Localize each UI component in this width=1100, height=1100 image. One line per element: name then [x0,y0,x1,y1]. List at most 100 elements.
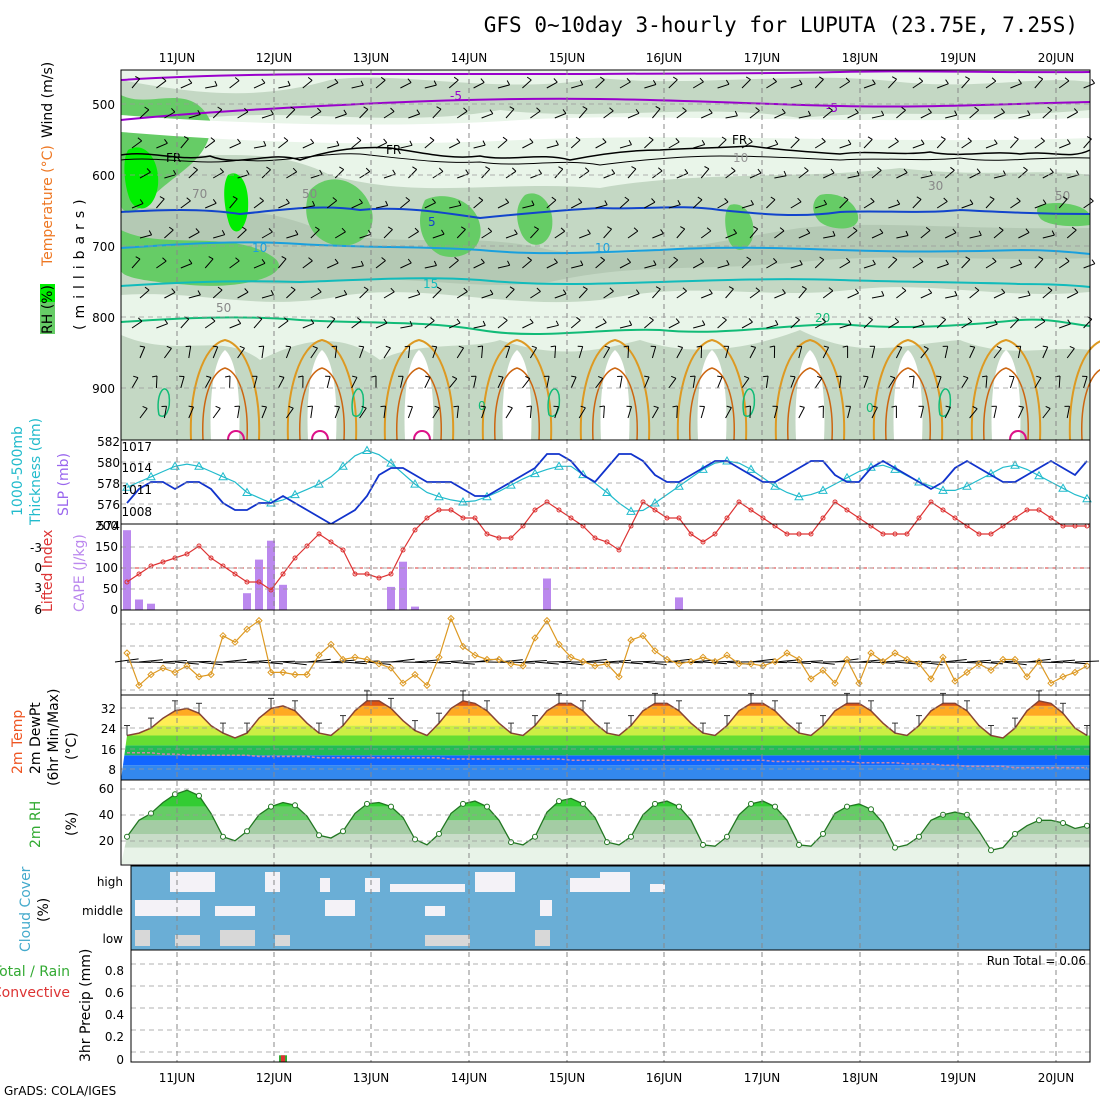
sfc-barb-2 [138,659,163,663]
li-marker-17 [328,539,334,545]
sfc-barb-74 [1002,661,1027,666]
barb-10-27 [790,376,796,389]
barb-feather-6-29 [846,257,851,263]
barb-feather-11-18 [580,405,586,409]
rh-marker-8 [220,833,226,840]
barb-3-25 [749,172,762,179]
barb-11-33 [944,406,951,419]
barb-3-14 [481,168,491,179]
barb-feather-2-32 [920,139,925,145]
barb-9-9 [359,346,365,359]
barb-feather-10-1 [152,375,158,378]
li-marker-47 [688,531,694,537]
barb-feather-4-12 [432,198,436,204]
barb-feather-8-1 [164,319,169,324]
cloud-mid-0 [135,900,200,916]
barb-feather-10-26 [763,375,769,378]
barb-feather-4-32 [916,196,922,200]
upper-air-panel: -5 -5 FR FR FR 5 10 10 15 20 70 50 50 10… [120,70,1100,441]
barb-6-28 [814,259,825,269]
barb-3-13 [457,173,469,179]
barb-feather-4-22 [677,200,681,205]
barb-7-17 [554,293,567,299]
barb-7-22 [676,290,687,299]
wind-marker-75 [1023,672,1031,681]
barb-6-17 [546,262,558,269]
barb-feather-5-36 [1025,228,1030,233]
barb-1-4 [237,111,249,119]
barb-feather-7-10 [390,287,395,293]
panel-frames [120,69,1091,1063]
li-marker-63 [880,531,886,537]
barb-feather-8-15 [503,317,508,321]
slp-line [126,453,1088,526]
wind-marker-55 [783,649,791,657]
barb-feather-3-18 [584,167,590,172]
hot-dome-4 [592,367,638,441]
tick-582: 582 [97,435,120,449]
barb-feather-8-34 [967,317,973,322]
barb-7-3 [212,289,223,299]
barb-feather-7-36 [1027,290,1031,296]
barb-3-2 [188,169,198,179]
barb-6-33 [937,263,949,269]
barb-feather-8-37 [1040,317,1046,322]
li-marker-49 [712,531,718,537]
top-date-12jun: 12JUN [256,51,293,65]
precip-conv-bar-13 [281,1055,285,1062]
barb-11-34 [969,408,978,419]
cape-ticks: -3 0 3 6 200 150 100 50 0 [30,519,118,617]
sfc-barb-35 [534,661,559,665]
barb-9-17 [554,345,557,359]
barb-1-0 [139,109,150,119]
barb-feather-4-31 [896,199,901,205]
barb-7-24 [725,288,734,299]
barb-feather-10-28 [817,375,823,379]
wind-marker-64 [891,649,899,657]
thickness-marker-44 [650,497,660,507]
barb-10-37 [1034,377,1042,389]
barb-feather-8-10 [383,318,388,324]
wind-marker-13 [279,668,287,677]
barb-feather-10-16 [525,375,531,379]
barb-1-23 [700,112,713,119]
wind-marker-16 [315,651,323,659]
wind-marker-27 [447,614,455,623]
barb-feather-1-11 [416,109,421,115]
li-marker-22 [388,571,394,577]
barb-feather-10-6 [279,375,285,378]
barb-feather-11-6 [288,405,294,409]
barb-6-26 [766,261,778,269]
barb-feather-10-21 [644,375,650,378]
barb-feather-0-3 [214,80,218,86]
barb-feather-10-9 [352,375,358,378]
barb-2-20 [619,144,632,149]
rh-marker-22 [388,803,394,810]
barb-feather-4-2 [186,197,191,202]
barb-feather-7-29 [855,288,859,294]
barb-1-9 [359,109,369,119]
barb-1-14 [481,113,493,119]
li-marker-55 [784,531,790,537]
barb-feather-6-4 [235,257,240,262]
barb-feather-10-37 [1036,375,1042,379]
barb-feather-7-9 [363,286,369,291]
barb-7-31 [896,290,907,299]
tick-li-m3: -3 [30,541,42,555]
barb-9-21 [651,346,657,359]
warm-dome-8 [970,338,1042,441]
tick-574: 574 [97,519,120,533]
barb-feather-10-24 [717,375,723,378]
barb-7-1 [164,291,176,299]
barb-feather-2-13 [456,138,461,143]
cool-loop-0 [157,388,171,417]
barb-1-6 [286,109,296,119]
barb-6-23 [692,261,704,269]
barb-feather-11-15 [507,405,513,409]
li-marker-18 [340,547,346,553]
thickness-marker-14 [290,489,300,499]
barb-feather-3-20 [631,166,637,170]
barb-8-36 [1010,319,1020,329]
barb-1-34 [969,109,980,119]
